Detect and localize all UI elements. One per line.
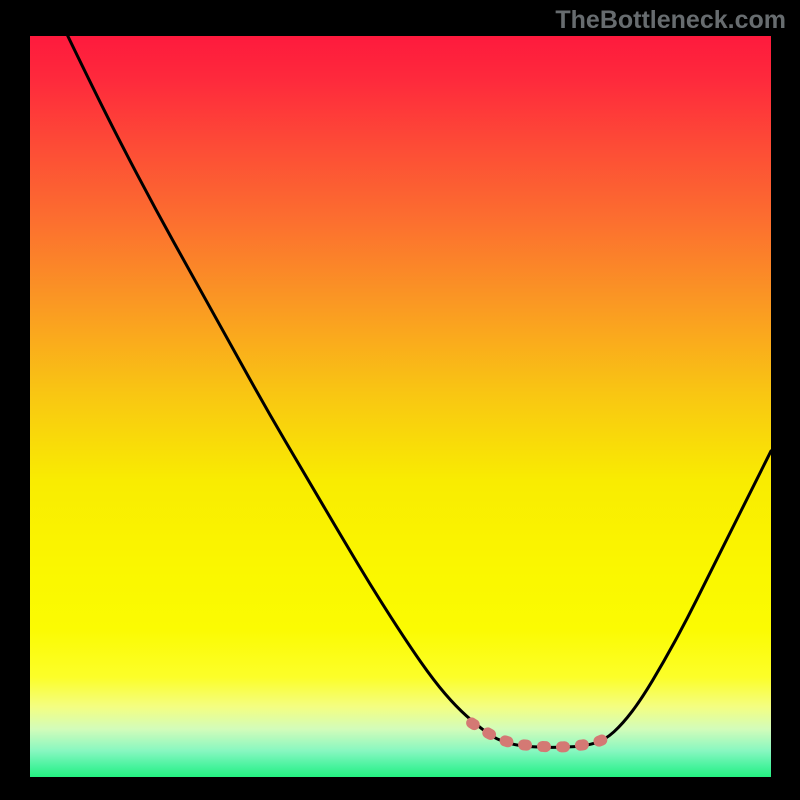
watermark-text: TheBottleneck.com	[555, 6, 786, 35]
chart-wrap: TheBottleneck.com	[0, 0, 800, 800]
plot-area	[30, 36, 771, 777]
bottleneck-curve	[68, 36, 771, 747]
plot-svg	[30, 36, 771, 777]
